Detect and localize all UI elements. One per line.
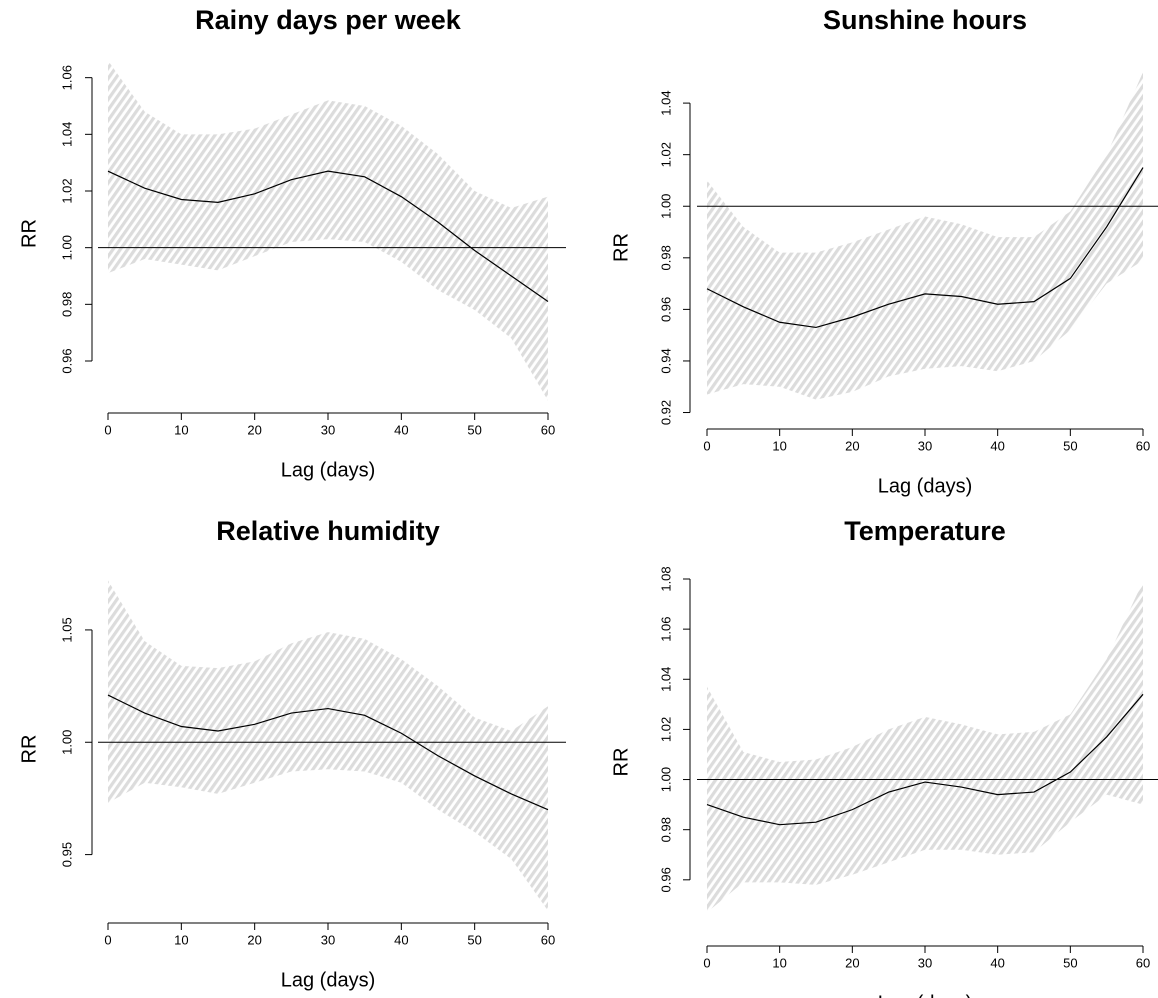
x-tick-label: 10 [772,955,786,970]
y-tick-label: 0.96 [59,348,74,373]
x-tick-label: 20 [845,438,859,453]
chart-title: Rainy days per week [195,5,462,35]
y-tick-label: 1.02 [658,717,673,742]
estimate-line [706,693,1144,826]
x-tick-label: 60 [1136,438,1150,453]
x-tick-label: 10 [772,438,786,453]
x-tick-label: 50 [467,422,481,437]
y-tick-label: 1.02 [59,178,74,203]
x-tick-label: 50 [1063,955,1077,970]
estimate-line [107,170,549,302]
x-tick-label: 60 [541,932,555,947]
estimate-line [107,694,549,811]
x-axis-label: Lag (days) [878,475,973,497]
estimate-line [706,167,1144,329]
y-tick-label: 0.96 [658,867,673,892]
x-tick-label: 20 [845,955,859,970]
y-tick-label: 0.94 [658,348,673,373]
x-tick-label: 20 [247,932,261,947]
y-tick-label: 0.98 [658,817,673,842]
x-tick-label: 30 [918,438,932,453]
x-tick-label: 40 [990,955,1004,970]
y-tick-label: 1.06 [658,616,673,641]
y-tick-label: 0.96 [658,297,673,322]
y-axis-label: RR [18,219,40,248]
x-tick-label: 30 [321,422,335,437]
x-tick-label: 0 [703,955,710,970]
y-axis-label: RR [18,735,40,764]
x-tick-label: 50 [1063,438,1077,453]
y-tick-label: 1.08 [658,566,673,591]
x-tick-label: 20 [247,422,261,437]
y-tick-label: 1.04 [59,122,74,147]
x-tick-label: 10 [174,932,188,947]
x-tick-label: 10 [174,422,188,437]
x-axis-label: Lag (days) [878,992,973,998]
y-tick-label: 1.00 [59,730,74,755]
x-tick-label: 60 [1136,955,1150,970]
x-tick-label: 50 [467,932,481,947]
y-tick-label: 1.00 [658,194,673,219]
y-tick-label: 0.92 [658,400,673,425]
y-axis-label: RR [610,233,632,262]
x-axis-label: Lag (days) [281,459,376,481]
x-tick-label: 0 [104,422,111,437]
y-axis-label: RR [610,748,632,777]
confidence-band [108,60,548,401]
chart-title: Relative humidity [216,516,440,546]
y-tick-label: 1.06 [59,65,74,90]
y-tick-label: 1.05 [59,617,74,642]
x-tick-label: 30 [918,955,932,970]
x-tick-label: 60 [541,422,555,437]
y-tick-label: 1.00 [658,767,673,792]
y-tick-label: 1.00 [59,235,74,260]
y-tick-label: 0.95 [59,842,74,867]
y-tick-label: 0.98 [59,292,74,317]
y-tick-label: 1.04 [658,667,673,692]
confidence-band [707,581,1143,913]
y-tick-label: 0.98 [658,245,673,270]
x-tick-label: 40 [394,932,408,947]
confidence-band [707,72,1143,400]
x-tick-label: 40 [990,438,1004,453]
x-tick-label: 0 [703,438,710,453]
y-tick-label: 1.02 [658,142,673,167]
confidence-band [108,580,548,911]
x-tick-label: 30 [321,932,335,947]
x-tick-label: 0 [104,932,111,947]
chart-title: Sunshine hours [823,5,1027,35]
y-tick-label: 1.04 [658,90,673,115]
x-tick-label: 40 [394,422,408,437]
chart-title: Temperature [844,516,1006,546]
x-axis-label: Lag (days) [281,969,376,991]
